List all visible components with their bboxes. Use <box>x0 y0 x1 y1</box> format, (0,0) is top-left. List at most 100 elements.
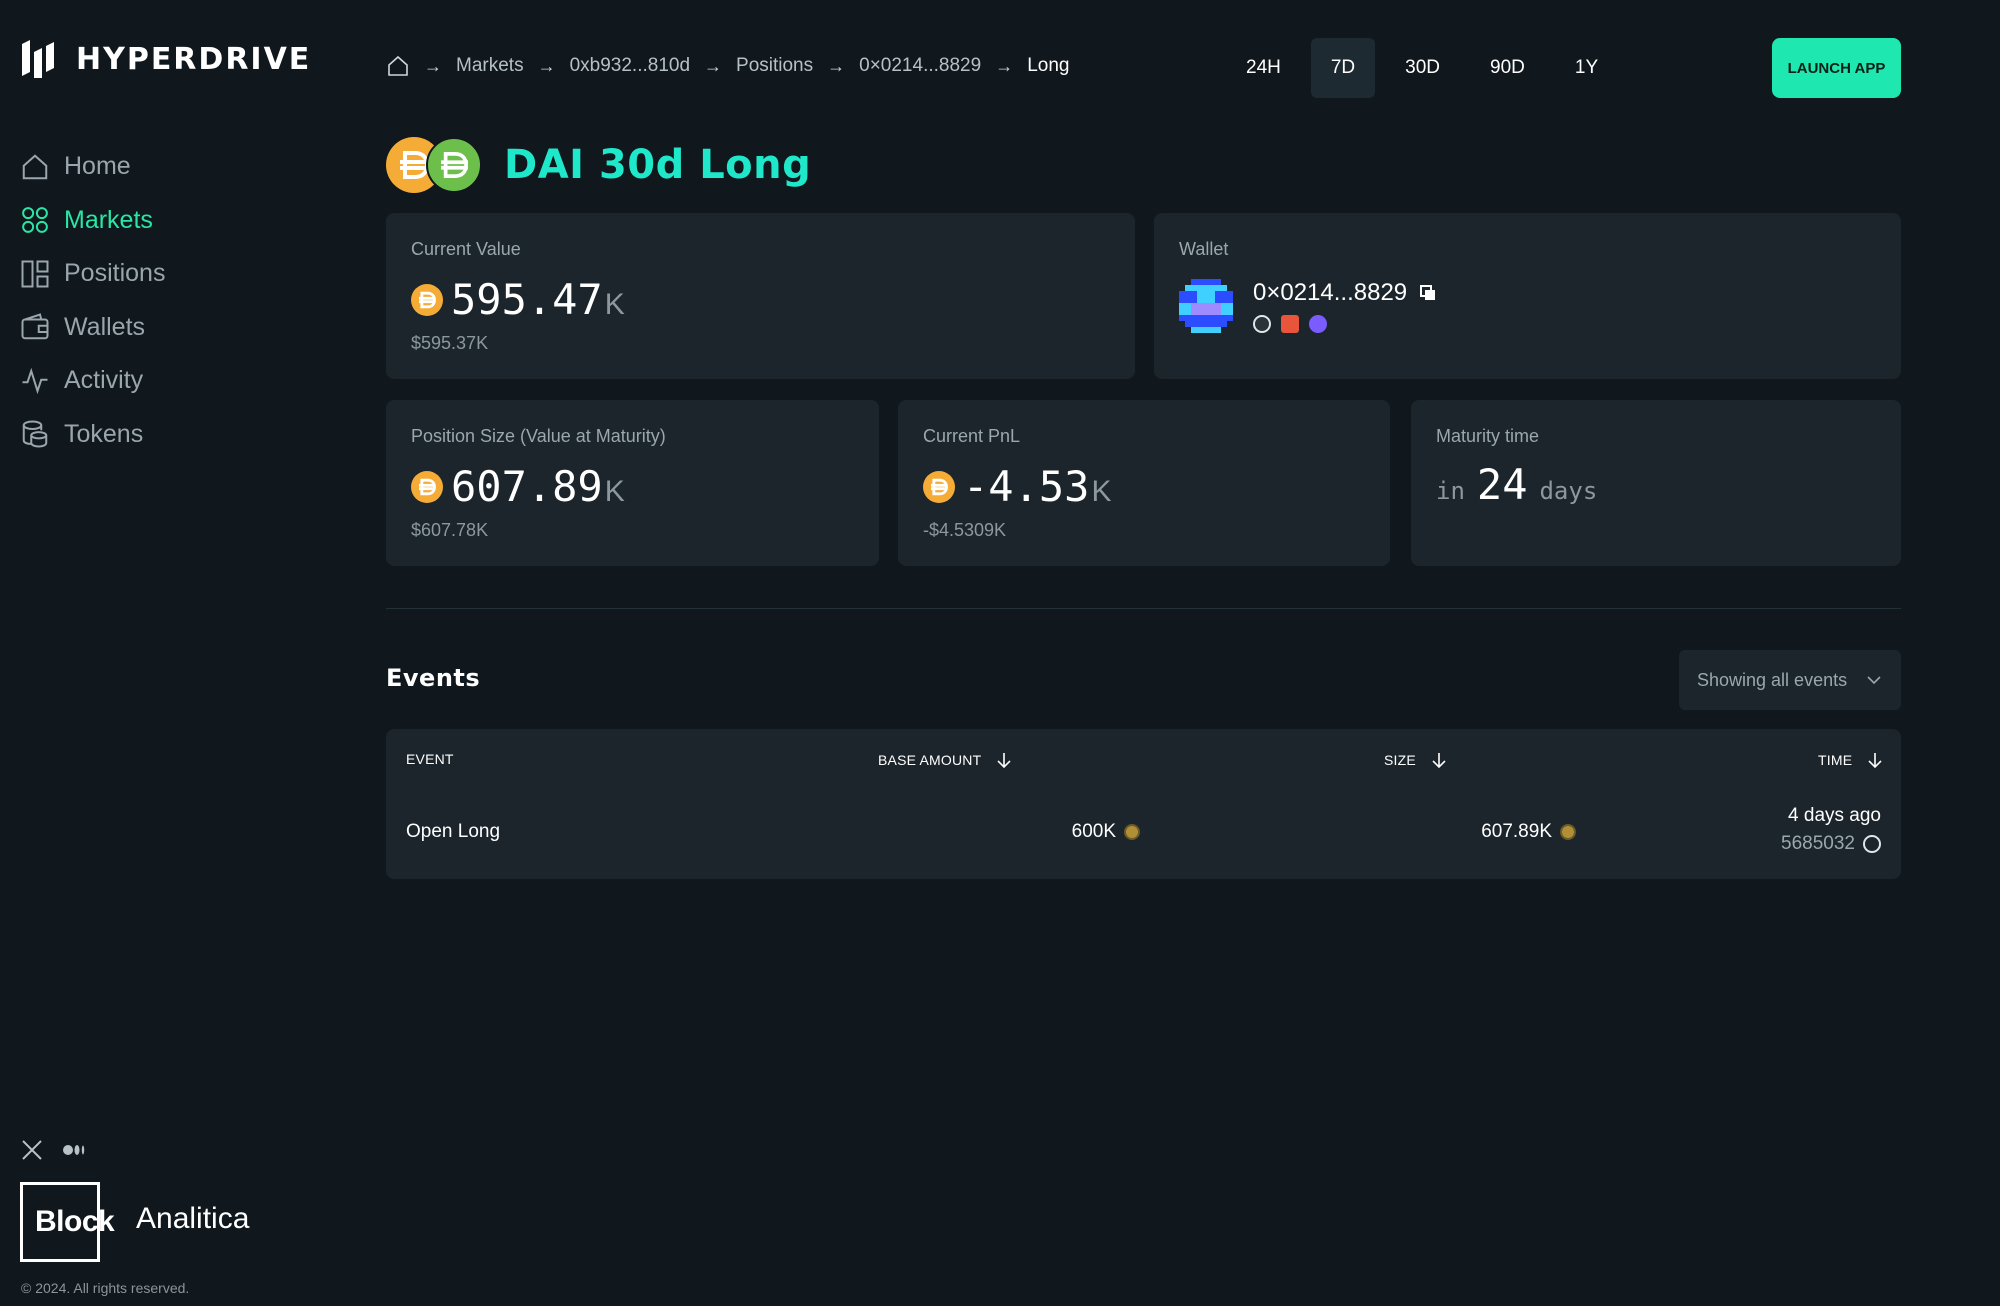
sidebar-item-markets[interactable]: Markets <box>20 194 165 248</box>
current-value-card: Current Value 595.47 K $595.37K <box>386 213 1135 379</box>
wallet-avatar[interactable] <box>1179 279 1233 333</box>
breadcrumb-market-address[interactable]: 0xb932...810d <box>569 55 691 76</box>
event-time: 4 days ago 5685032 <box>1781 805 1881 855</box>
breadcrumb-current: Long <box>1027 55 1070 76</box>
card-label: Current Value <box>411 239 521 259</box>
column-header-time[interactable]: TIME <box>1818 751 1884 769</box>
base-amount-value: 600K <box>1071 821 1116 842</box>
dai-token-icon <box>426 137 482 193</box>
range-90d-button[interactable]: 90D <box>1490 57 1525 78</box>
events-table: EVENT BASE AMOUNT SIZE TIME Open Long 60… <box>386 729 1901 879</box>
current-value-row: 595.47 K <box>411 275 625 324</box>
zapper-icon[interactable] <box>1309 315 1327 333</box>
maturity-prefix: in <box>1436 477 1465 505</box>
breadcrumb-wallet-address[interactable]: 0×0214...8829 <box>859 55 982 76</box>
maturity-card: Maturity time in 24 days <box>1411 400 1901 566</box>
arrow-down-icon <box>997 753 1011 769</box>
maturity-number: 24 <box>1476 460 1528 509</box>
divider <box>386 608 1901 609</box>
sidebar-item-label: Activity <box>64 366 144 395</box>
card-label: Maturity time <box>1436 426 1540 446</box>
time-range-selector: 24H 7D 30D 90D 1Y <box>1226 38 1618 98</box>
event-time-ago: 4 days ago <box>1788 805 1881 826</box>
range-1y-button[interactable]: 1Y <box>1574 57 1599 78</box>
wallet-address: 0×0214...8829 <box>1253 279 1408 306</box>
brand-logo[interactable]: HYPERDRIVE <box>20 38 311 80</box>
hyperdrive-logo-icon <box>22 40 54 78</box>
events-title: Events <box>386 664 481 692</box>
grid-icon <box>22 207 48 234</box>
sidebar-item-home[interactable]: Home <box>20 140 165 194</box>
arrow-right-icon: → <box>537 55 556 76</box>
x-icon[interactable] <box>20 1138 44 1162</box>
position-size-usd: $607.78K <box>411 520 489 540</box>
home-icon[interactable] <box>386 54 410 78</box>
sidebar-item-label: Wallets <box>64 312 146 341</box>
etherscan-icon <box>1863 835 1881 853</box>
wallet-card: Wallet 0×0214...8829 <box>1154 213 1901 379</box>
current-value-amount: 595.47 <box>451 275 603 324</box>
position-size-amount: 607.89 <box>451 462 603 511</box>
maturity-value: in 24 days <box>1436 460 1597 509</box>
pnl-suffix: K <box>1091 475 1112 508</box>
launch-app-button[interactable]: LAUNCH APP <box>1772 38 1901 98</box>
column-header-label: BASE AMOUNT <box>878 752 982 768</box>
column-header-label: EVENT <box>406 751 454 767</box>
event-block[interactable]: 5685032 <box>1781 833 1881 855</box>
column-header-label: SIZE <box>1384 752 1416 768</box>
block-analitica-logo[interactable]: Block Analitica <box>20 1182 249 1262</box>
sidebar: HYPERDRIVE Home Markets Positions Wallet… <box>0 0 360 1306</box>
home-icon <box>22 154 48 179</box>
event-type: Open Long <box>406 821 501 842</box>
card-label: Wallet <box>1179 239 1229 259</box>
page-title: DAI 30d Long <box>504 142 812 188</box>
pnl-usd: -$4.5309K <box>923 520 1007 540</box>
card-label: Current PnL <box>923 426 1021 446</box>
medium-icon[interactable] <box>62 1138 86 1162</box>
breadcrumb-positions[interactable]: Positions <box>736 55 814 76</box>
events-filter-dropdown[interactable]: Showing all events <box>1679 650 1901 710</box>
dai-coin-icon <box>1124 824 1140 840</box>
position-size-card: Position Size (Value at Maturity) 607.89… <box>386 400 879 566</box>
sidebar-nav: Home Markets Positions Wallets Activity … <box>20 140 165 461</box>
block-analitica-box: Block <box>20 1182 115 1262</box>
dai-coin-icon <box>923 470 955 503</box>
breadcrumb: → Markets → 0xb932...810d → Positions → … <box>386 54 1069 78</box>
debank-icon[interactable] <box>1281 315 1299 333</box>
copy-icon[interactable] <box>1419 284 1437 302</box>
social-links <box>20 1138 86 1162</box>
current-value-usd: $595.37K <box>411 333 489 353</box>
size-value: 607.89K <box>1481 821 1552 842</box>
event-base-amount: 600K <box>940 821 1140 843</box>
event-size: 607.89K <box>1376 821 1576 843</box>
range-30d-button[interactable]: 30D <box>1405 57 1441 78</box>
arrow-right-icon: → <box>995 55 1014 76</box>
breadcrumb-markets[interactable]: Markets <box>456 55 524 76</box>
sidebar-item-activity[interactable]: Activity <box>20 354 165 408</box>
pnl-row: -4.53 K <box>923 462 1111 511</box>
sidebar-item-wallets[interactable]: Wallets <box>20 301 165 355</box>
column-header-base-amount[interactable]: BASE AMOUNT <box>878 751 1013 769</box>
range-7d-button[interactable]: 7D <box>1310 38 1376 98</box>
block-analitica-light: Analitica <box>136 1202 250 1235</box>
maturity-unit: days <box>1539 477 1598 505</box>
range-24h-button[interactable]: 24H <box>1246 57 1281 78</box>
dai-coin-icon <box>411 470 443 503</box>
position-size-row: 607.89 K <box>411 462 625 511</box>
column-header-event: EVENT <box>406 751 454 767</box>
etherscan-icon[interactable] <box>1253 315 1271 333</box>
pnl-amount: -4.53 <box>963 462 1090 511</box>
sidebar-item-positions[interactable]: Positions <box>20 247 165 301</box>
column-header-size[interactable]: SIZE <box>1384 751 1448 769</box>
sidebar-item-tokens[interactable]: Tokens <box>20 408 165 462</box>
activity-icon <box>22 367 48 395</box>
brand-name: HYPERDRIVE <box>76 41 312 77</box>
events-filter-label: Showing all events <box>1697 669 1848 690</box>
token-pair <box>386 136 484 194</box>
dai-coin-icon <box>1560 824 1576 840</box>
card-label: Position Size (Value at Maturity) <box>411 426 666 446</box>
wallet-links <box>1253 315 1437 333</box>
wallet-address-row: 0×0214...8829 <box>1253 279 1437 307</box>
position-size-suffix: K <box>604 475 625 508</box>
wallet-row: 0×0214...8829 <box>1179 279 1437 333</box>
